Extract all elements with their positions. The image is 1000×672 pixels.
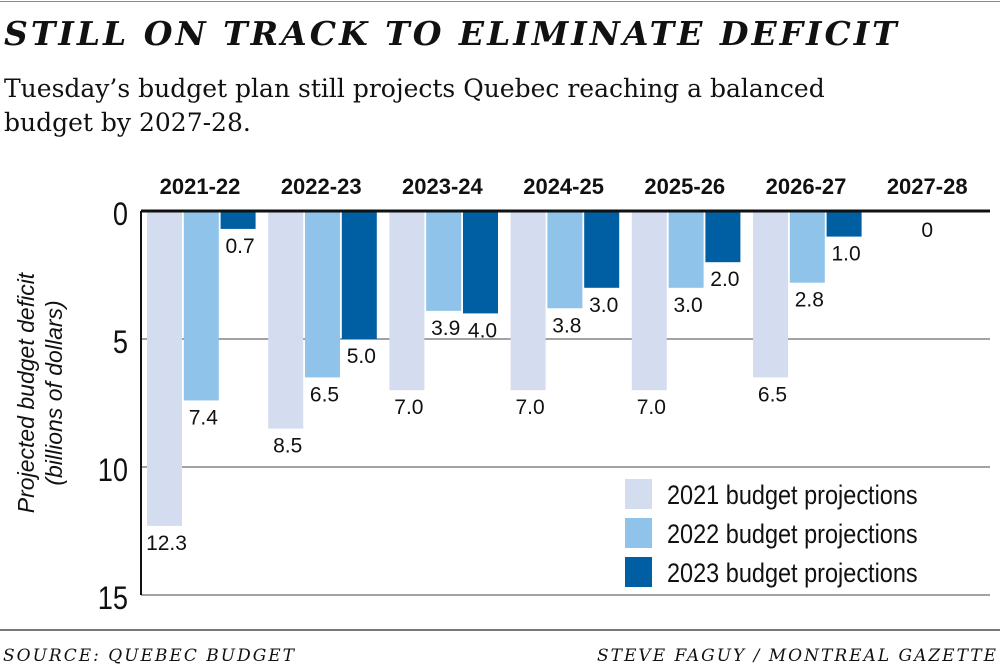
data-label: 2.8 (795, 289, 824, 312)
category-label: 2023-24 (402, 174, 484, 199)
legend-swatch (625, 518, 652, 548)
y-axis-title: Projected budget deficit (13, 271, 39, 513)
bar (510, 211, 546, 391)
legend-label: 2023 budget projections (667, 559, 918, 589)
legend-swatch (625, 479, 652, 509)
bar (305, 211, 340, 378)
category-label: 2027-28 (887, 174, 968, 199)
legend-label: 2021 budget projections (667, 481, 918, 511)
data-label: 8.5 (273, 435, 302, 458)
bar (463, 211, 498, 314)
category-label: 2024-25 (523, 174, 604, 199)
source-note: SOURCE: QUEBEC BUDGET (3, 646, 297, 666)
y-tick-label: 15 (98, 581, 128, 617)
data-label: 6.5 (310, 383, 339, 406)
bar (789, 211, 825, 283)
bar (631, 211, 667, 391)
data-label: 5.0 (347, 345, 376, 368)
bar (341, 211, 377, 339)
chart-title: STILL ON TRACK TO ELIMINATE DEFICIT (4, 14, 900, 53)
data-label: 3.0 (589, 294, 618, 317)
data-label: 1.0 (831, 243, 860, 266)
bar (147, 211, 182, 526)
credit-note: STEVE FAGUY / MONTREAL GAZETTE (597, 646, 998, 666)
bar (705, 211, 741, 263)
legend-swatch (625, 557, 652, 587)
data-label: 7.0 (637, 396, 666, 419)
bar (668, 211, 704, 288)
data-label: 3.0 (673, 294, 702, 317)
category-label: 2025-26 (644, 174, 725, 199)
bar (426, 211, 462, 311)
y-tick-label: 10 (98, 453, 128, 489)
category-label: 2021-22 (160, 174, 241, 199)
bar (183, 211, 219, 401)
bar (547, 211, 583, 309)
y-tick-label: 5 (113, 325, 128, 361)
data-label: 12.3 (146, 532, 187, 555)
category-label: 2026-27 (766, 174, 847, 199)
y-axis-subtitle: (billions of dollars) (41, 300, 67, 485)
y-tick-label: 0 (113, 197, 128, 233)
top-rule (0, 1, 1000, 2)
data-label: 7.0 (394, 396, 423, 419)
bar (389, 211, 425, 391)
bar (753, 211, 788, 378)
data-label: 7.0 (515, 396, 544, 419)
data-label: 3.9 (431, 317, 460, 340)
bar (220, 211, 256, 229)
data-label: 2.0 (710, 268, 739, 291)
bottom-rule (0, 629, 1000, 631)
bar (268, 211, 304, 429)
data-label: 0.7 (225, 235, 254, 258)
data-label: 3.8 (552, 314, 581, 337)
data-label: 6.5 (758, 383, 787, 406)
data-label: 0 (921, 219, 933, 242)
bar (826, 211, 862, 237)
legend-label: 2022 budget projections (667, 520, 918, 550)
data-label: 4.0 (468, 319, 497, 342)
chart-subtitle: Tuesday’s budget plan still projects Que… (4, 74, 825, 137)
bar (584, 211, 620, 288)
data-label: 7.4 (189, 406, 219, 429)
category-label: 2022-23 (281, 174, 362, 199)
